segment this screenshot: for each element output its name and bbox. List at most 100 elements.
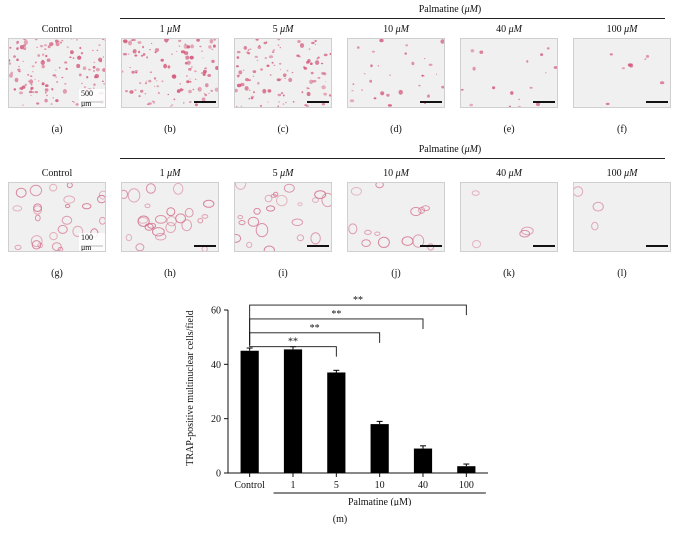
stained-cell — [197, 86, 202, 92]
stained-cell — [189, 78, 191, 80]
x-tick-label: Control — [234, 480, 265, 491]
stained-cell — [247, 49, 250, 51]
stained-cell — [209, 39, 214, 44]
stained-cell — [421, 205, 430, 212]
stained-cell — [418, 84, 421, 87]
stained-cell — [93, 87, 95, 89]
stained-cell — [134, 89, 137, 91]
stained-cell — [605, 102, 610, 106]
stained-cell — [139, 82, 142, 84]
stained-cell — [306, 87, 309, 90]
y-tick-label: 20 — [211, 414, 221, 425]
plot-area: 0 20 40 60 Control 1 5 10 40 100 Palmatine (μM) ** *… — [211, 295, 488, 506]
stained-cell — [137, 215, 150, 227]
micrograph-i — [234, 182, 332, 252]
stained-cell — [183, 102, 185, 104]
stained-cell — [178, 45, 181, 47]
stained-cell — [122, 53, 128, 56]
stained-cell — [203, 69, 207, 74]
stained-cell — [186, 45, 191, 49]
stained-cell — [204, 93, 207, 97]
stained-cell — [163, 39, 166, 41]
stained-cell — [18, 70, 21, 73]
scale-bar — [307, 245, 329, 247]
stained-cell — [55, 42, 60, 47]
stained-cell — [76, 63, 81, 69]
row1-conc-unit-5: μM — [280, 24, 294, 35]
stained-cell — [189, 55, 194, 60]
stained-cell — [519, 229, 531, 238]
stained-cell — [441, 85, 444, 89]
stained-cell — [32, 91, 35, 94]
stained-cell — [49, 183, 58, 192]
panel-letter-j: (j) — [391, 268, 401, 279]
row2-conc-label-5: 5 μM — [234, 168, 332, 179]
stained-cell — [59, 41, 63, 44]
stained-cell — [256, 59, 259, 61]
stained-cell — [51, 87, 54, 91]
stained-cell — [172, 74, 177, 79]
stained-cell — [364, 229, 372, 236]
stained-cell — [94, 75, 97, 79]
stained-cell — [165, 222, 177, 233]
stained-cell — [167, 93, 170, 96]
stained-cell — [20, 86, 24, 90]
stained-cell — [96, 49, 99, 52]
stained-cell — [370, 64, 373, 68]
stained-cell — [277, 93, 282, 97]
stained-cell — [22, 46, 27, 50]
stained-cell — [264, 57, 268, 59]
scale-bar — [420, 101, 442, 103]
stained-cell — [306, 91, 311, 97]
stained-cell — [154, 48, 160, 52]
stained-cell — [65, 67, 68, 70]
stained-cell — [58, 66, 61, 69]
stained-cell — [211, 59, 215, 63]
stained-cell — [175, 213, 186, 224]
row2-conc-value-100: 100 — [606, 168, 622, 179]
stained-cell — [574, 186, 584, 197]
stained-cell — [316, 57, 319, 60]
stained-cell — [10, 71, 14, 74]
panel-letter-g: (g) — [51, 268, 63, 279]
stained-cell — [41, 82, 45, 86]
stained-cell — [592, 201, 604, 212]
stained-cell — [176, 89, 181, 93]
panel-letter-c: (c) — [277, 124, 289, 135]
stained-cell — [41, 64, 45, 69]
stained-cell — [255, 39, 259, 41]
stained-cell — [472, 240, 481, 249]
y-tick-label: 40 — [211, 360, 221, 371]
stained-cell — [92, 49, 94, 52]
stained-cell — [183, 44, 188, 49]
stained-cell — [238, 220, 246, 226]
micrograph-a: 500 μm — [8, 38, 106, 108]
stained-cell — [46, 94, 48, 97]
stained-cell — [77, 55, 82, 60]
bar-1 — [283, 349, 303, 473]
cell-texture — [461, 47, 557, 107]
stained-cell — [17, 47, 19, 49]
stained-cell — [30, 83, 33, 86]
stained-cell — [82, 203, 92, 210]
stained-cell — [55, 39, 58, 43]
stained-cell — [205, 83, 209, 88]
stained-cell — [278, 62, 282, 65]
stained-cell — [9, 62, 12, 65]
stained-cell — [369, 79, 373, 83]
stained-cell — [268, 55, 274, 59]
stained-cell — [288, 77, 293, 83]
stained-cell — [137, 41, 142, 44]
stained-cell — [45, 84, 49, 87]
micrograph-f — [573, 38, 671, 108]
stained-cell — [164, 39, 169, 43]
row2-conc-unit-10: μM — [395, 168, 409, 179]
stained-cell — [297, 202, 303, 207]
stained-cell — [280, 92, 284, 95]
stained-cell — [137, 217, 149, 224]
stained-cell — [307, 59, 311, 63]
stained-cell — [280, 78, 283, 80]
stained-cell — [55, 99, 59, 103]
stained-cell — [152, 227, 165, 237]
stained-cell — [315, 60, 320, 65]
